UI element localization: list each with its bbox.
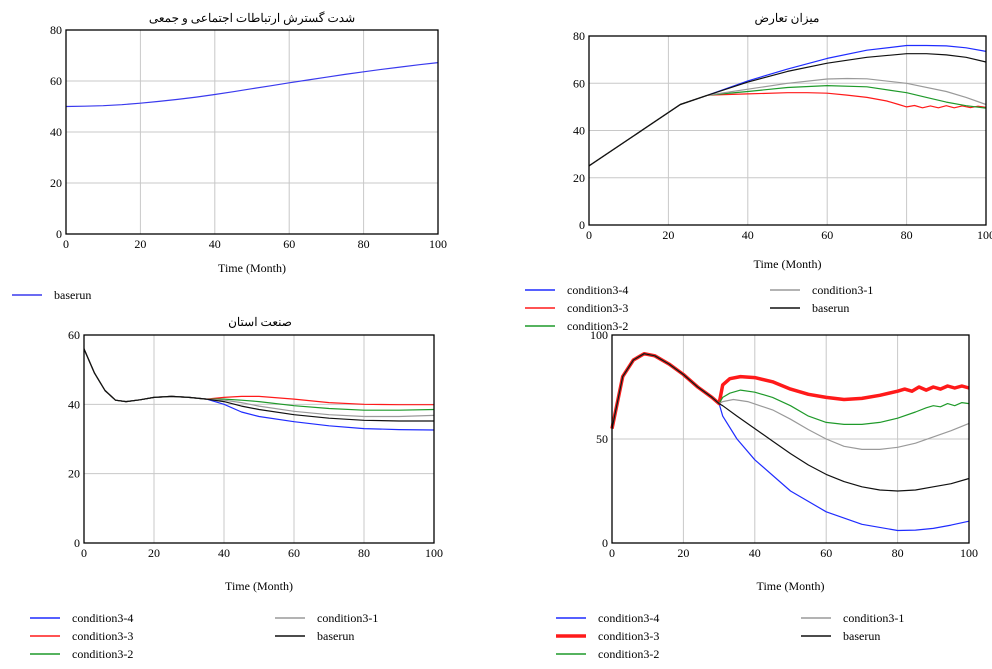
legend: condition3-4 condition3-1 condition3-3 base… <box>30 611 378 661</box>
y-tick-label: 40 <box>50 125 62 139</box>
chart-title: میزان تعارض <box>755 11 820 25</box>
x-tick-label: 80 <box>358 546 370 560</box>
x-tick-label: 20 <box>677 546 689 560</box>
chart-1: شدت گسترش ارتباطات اجتماعی و جمعی 0 20 40 60… <box>12 11 447 302</box>
y-tick-label: 40 <box>68 397 80 411</box>
series-line-condition3-1 <box>83 348 435 418</box>
series-line-condition3-4 <box>588 44 987 167</box>
x-tick-label: 60 <box>820 546 832 560</box>
x-tick-label: 40 <box>742 228 754 242</box>
y-tick-label: 20 <box>68 467 80 481</box>
legend-label-baserun: baserun <box>812 301 849 315</box>
x-axis-label: Time (Month) <box>218 261 286 275</box>
legend-label-condition3-3: condition3-3 <box>567 301 628 315</box>
legend-label-condition3-4: condition3-4 <box>567 283 628 297</box>
series-line-condition3-4 <box>83 348 435 431</box>
x-tick-label: 40 <box>209 237 221 251</box>
series-line-condition3-2 <box>83 348 435 411</box>
legend-label-condition3-1: condition3-1 <box>812 283 873 297</box>
legend-label-condition3-4: condition3-4 <box>598 611 659 625</box>
x-axis-label: Time (Month) <box>754 257 822 271</box>
x-tick-label: 60 <box>821 228 833 242</box>
x-tick-label: 100 <box>960 546 978 560</box>
y-tick-label: 60 <box>50 74 62 88</box>
y-tick-label: 0 <box>56 227 62 241</box>
series-line-condition3-4 <box>611 353 970 532</box>
x-tick-label: 0 <box>63 237 69 251</box>
x-tick-label: 100 <box>425 546 443 560</box>
x-axis-label: Time (Month) <box>225 579 293 593</box>
y-tick-label: 0 <box>74 536 80 550</box>
legend-label-condition3-1: condition3-1 <box>317 611 378 625</box>
legend-label-condition3-4: condition3-4 <box>72 611 133 625</box>
y-tick-label: 20 <box>50 176 62 190</box>
x-tick-label: 40 <box>749 546 761 560</box>
legend-label-baserun: baserun <box>54 288 91 302</box>
x-tick-label: 40 <box>218 546 230 560</box>
y-tick-label: 60 <box>573 76 585 90</box>
plot-frame <box>588 35 987 226</box>
x-tick-label: 20 <box>662 228 674 242</box>
legend: condition3-4 condition3-1 condition3-3 base… <box>525 283 873 333</box>
series-line-condition3-3 <box>588 92 987 167</box>
chart-2: میزان تعارض 0 20 40 60 80 100 0 20 40 60 80 Time (Mo… <box>525 11 992 333</box>
series-line-baserun <box>611 353 970 492</box>
series-line-condition3-2 <box>611 353 970 429</box>
legend: condition3-4 condition3-1 condition3-3 base… <box>556 611 904 661</box>
x-tick-label: 100 <box>977 228 992 242</box>
legend-label-baserun: baserun <box>843 629 880 643</box>
y-tick-label: 80 <box>50 23 62 37</box>
x-tick-label: 0 <box>81 546 87 560</box>
legend-label-condition3-2: condition3-2 <box>598 647 659 661</box>
series-line-baserun <box>588 53 987 167</box>
legend-label-condition3-3: condition3-3 <box>598 629 659 643</box>
legend-label-baserun: baserun <box>317 629 354 643</box>
y-tick-label: 0 <box>579 218 585 232</box>
y-tick-label: 50 <box>596 432 608 446</box>
x-tick-label: 100 <box>429 237 447 251</box>
chart-title: صنعت استان <box>228 315 292 329</box>
x-tick-label: 80 <box>892 546 904 560</box>
y-tick-label: 20 <box>573 171 585 185</box>
legend-label-condition3-3: condition3-3 <box>72 629 133 643</box>
plot-frame <box>65 29 439 235</box>
x-tick-label: 20 <box>148 546 160 560</box>
x-tick-label: 0 <box>586 228 592 242</box>
x-tick-label: 20 <box>134 237 146 251</box>
x-tick-label: 80 <box>901 228 913 242</box>
series-line-condition3-3 <box>83 348 434 406</box>
legend-label-condition3-2: condition3-2 <box>72 647 133 661</box>
y-tick-label: 60 <box>68 328 80 342</box>
legend: baserun <box>12 288 91 302</box>
y-tick-label: 80 <box>573 29 585 43</box>
y-tick-label: 0 <box>602 536 608 550</box>
series-line-baserun <box>83 348 434 422</box>
chart-title: شدت گسترش ارتباطات اجتماعی و جمعی <box>149 11 355 25</box>
x-tick-label: 0 <box>609 546 615 560</box>
x-tick-label: 80 <box>358 237 370 251</box>
series-line-baserun <box>65 62 439 108</box>
series-line-condition3-3 <box>610 351 970 429</box>
legend-label-condition3-1: condition3-1 <box>843 611 904 625</box>
x-tick-label: 60 <box>283 237 295 251</box>
y-tick-label: 100 <box>590 328 608 342</box>
x-tick-label: 60 <box>288 546 300 560</box>
plot-frame <box>83 334 435 544</box>
chart-4: 0 20 40 60 80 100 0 50 100 Time (Month) condition3… <box>556 328 978 661</box>
chart-3: صنعت استان 0 20 40 60 80 100 0 20 40 60 Time (Month… <box>30 315 443 661</box>
series-line-condition3-1 <box>611 353 970 450</box>
x-axis-label: Time (Month) <box>757 579 825 593</box>
series-line-condition3-1 <box>588 77 987 167</box>
plot-frame <box>611 334 970 544</box>
legend-label-condition3-2: condition3-2 <box>567 319 628 333</box>
y-tick-label: 40 <box>573 124 585 138</box>
